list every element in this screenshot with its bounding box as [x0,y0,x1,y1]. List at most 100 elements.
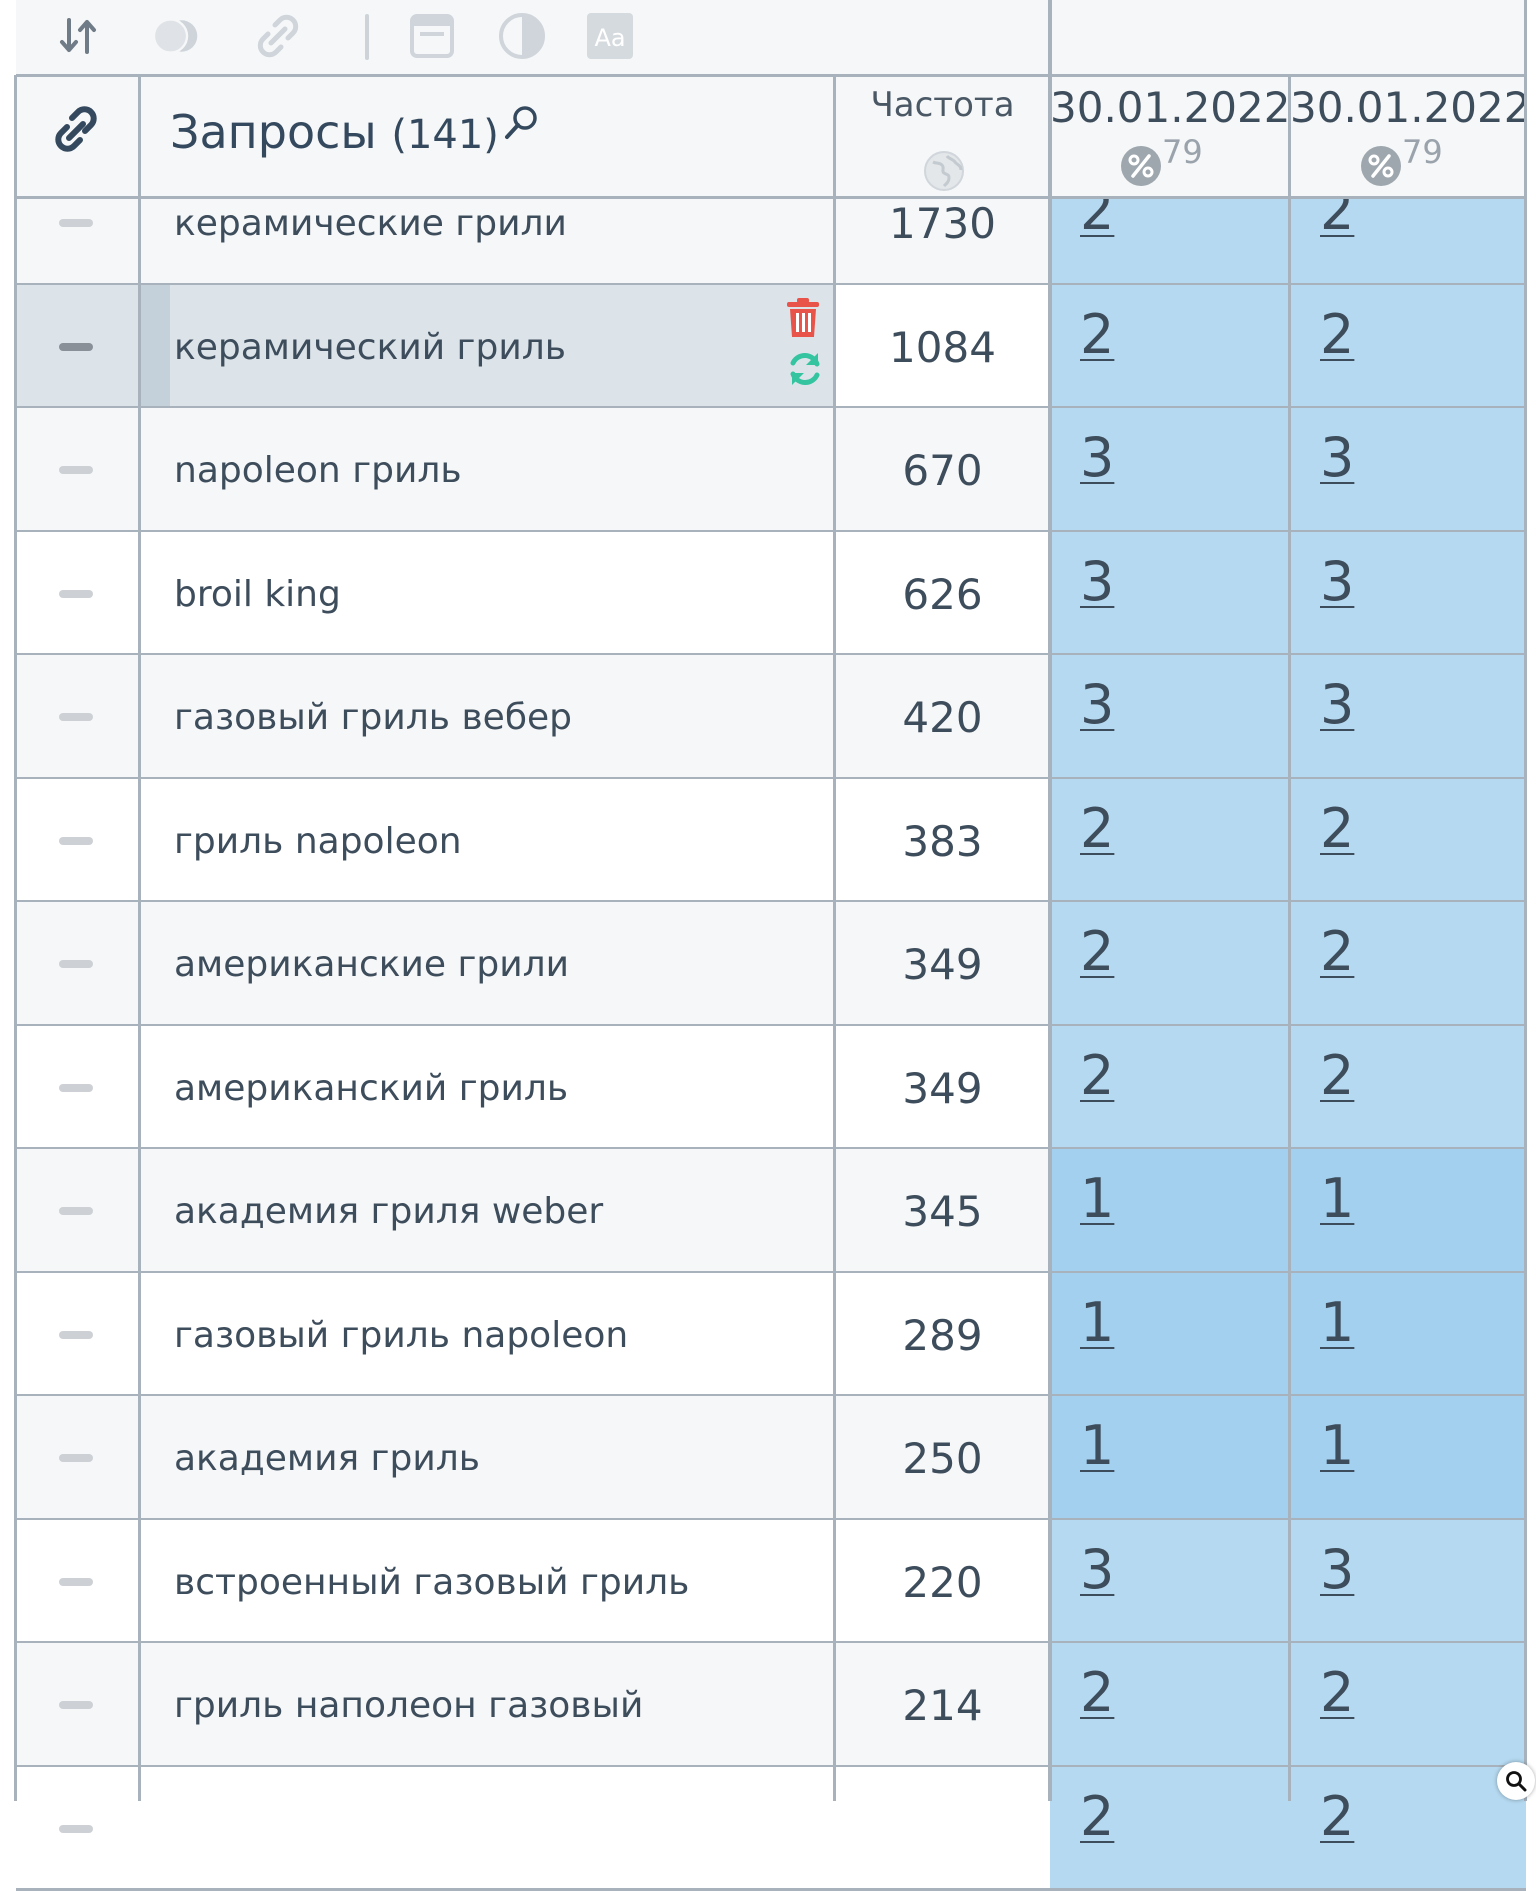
position-link[interactable]: 1 [1080,1414,1115,1477]
minus-icon[interactable] [59,1084,93,1092]
minus-icon[interactable] [59,466,93,474]
position-link[interactable]: 2 [1320,1044,1355,1107]
toggle-circles-icon[interactable] [150,10,202,62]
header-link-column[interactable] [16,75,140,198]
position-link[interactable]: 2 [1320,797,1355,860]
row-link-cell[interactable] [16,408,140,532]
position-link[interactable]: 3 [1320,426,1355,489]
position-link[interactable]: 3 [1320,550,1355,613]
position-link[interactable]: 3 [1080,426,1115,489]
minus-icon[interactable] [59,960,93,968]
minus-icon[interactable] [59,343,93,351]
query-cell[interactable]: газовый гриль napoleon [140,1273,835,1397]
query-cell[interactable]: американские грили [140,902,835,1026]
position-link[interactable]: 3 [1080,550,1115,613]
position-link[interactable]: 1 [1320,1414,1355,1477]
zoom-button[interactable] [1497,1762,1535,1800]
position-link[interactable]: 2 [1080,797,1115,860]
table-row[interactable]: академия гриль 250 1 1 [16,1396,1526,1520]
trash-icon[interactable] [785,297,821,343]
table-row[interactable]: napoleon гриль 670 3 3 [16,408,1526,532]
table-row[interactable]: газовый гриль вебер 420 3 3 [16,655,1526,779]
window-icon[interactable] [406,10,458,62]
minus-icon[interactable] [59,219,93,227]
query-cell[interactable]: академия гриля weber [140,1149,835,1273]
header-date-column-1[interactable]: 30.01.2022 79 [1050,75,1290,198]
position-link[interactable]: 3 [1080,1538,1115,1601]
position-link[interactable]: 1 [1320,1167,1355,1230]
header-frequency-column[interactable]: Частота [835,75,1050,198]
row-link-cell[interactable] [16,1767,140,1891]
query-cell[interactable]: академия гриль [140,1396,835,1520]
position-link[interactable]: 1 [1080,1291,1115,1354]
row-link-cell[interactable] [16,1273,140,1397]
queries-count: (141) [391,112,499,158]
query-text: американские грили [174,943,570,985]
table-row[interactable]: керамический гриль 1084 2 2 [16,285,1526,409]
position-cell-2: 1 [1290,1273,1526,1397]
position-link[interactable]: 2 [1080,1044,1115,1107]
font-size-icon[interactable]: Aa [584,10,636,62]
table-row[interactable]: американский гриль 349 2 2 [16,1026,1526,1150]
row-link-cell[interactable] [16,1643,140,1767]
table-row[interactable]: встроенный газовый гриль 220 3 3 [16,1520,1526,1644]
row-link-cell[interactable] [16,779,140,903]
row-link-cell[interactable] [16,902,140,1026]
link-icon[interactable] [252,10,304,62]
minus-icon[interactable] [59,837,93,845]
position-link[interactable]: 2 [1320,303,1355,366]
minus-icon[interactable] [59,713,93,721]
row-link-cell[interactable] [16,532,140,656]
search-icon[interactable] [502,103,542,147]
minus-icon[interactable] [59,1578,93,1586]
position-link[interactable]: 3 [1320,673,1355,736]
position-link[interactable]: 2 [1320,1661,1355,1724]
query-cell[interactable]: broil king [140,532,835,656]
position-link[interactable]: 2 [1080,303,1115,366]
position-cell-2: 2 [1290,902,1526,1026]
row-link-cell[interactable] [16,1520,140,1644]
minus-icon[interactable] [59,1331,93,1339]
row-link-cell[interactable] [16,655,140,779]
table-row[interactable]: газовый гриль napoleon 289 1 1 [16,1273,1526,1397]
table-row[interactable]: академия гриля weber 345 1 1 [16,1149,1526,1273]
minus-icon[interactable] [59,1207,93,1215]
minus-icon[interactable] [59,590,93,598]
chain-link-icon [52,103,100,159]
table-row[interactable]: broil king 626 3 3 [16,532,1526,656]
contrast-icon[interactable] [496,10,548,62]
query-cell[interactable]: газовый гриль вебер [140,655,835,779]
header-query-column[interactable]: Запросы (141) [140,75,835,198]
sort-icon[interactable] [52,10,104,62]
position-link[interactable]: 1 [1320,1291,1355,1354]
minus-icon[interactable] [59,1825,93,1833]
minus-icon[interactable] [59,1701,93,1709]
query-cell[interactable]: встроенный газовый гриль [140,1520,835,1644]
query-cell[interactable]: американский гриль [140,1026,835,1150]
row-link-cell[interactable] [16,1149,140,1273]
row-link-cell[interactable] [16,285,140,409]
query-cell[interactable]: гриль наполеон газовый [140,1643,835,1767]
position-link[interactable]: 3 [1320,1538,1355,1601]
position-link[interactable]: 1 [1080,1167,1115,1230]
row-link-cell[interactable] [16,1026,140,1150]
table-row[interactable]: гриль napoleon 383 2 2 [16,779,1526,903]
query-cell[interactable]: гриль napoleon [140,779,835,903]
header-date-column-2[interactable]: 30.01.2022 79 [1290,75,1530,198]
query-cell[interactable]: napoleon гриль [140,408,835,532]
refresh-icon[interactable] [785,349,825,393]
table-row[interactable]: американские грили 349 2 2 [16,902,1526,1026]
minus-icon[interactable] [59,1454,93,1462]
frequency-cell: 345 [835,1149,1050,1273]
query-cell[interactable] [140,1767,835,1891]
query-cell[interactable]: керамический гриль [140,285,835,409]
position-link[interactable]: 2 [1080,1785,1115,1848]
position-link[interactable]: 2 [1080,920,1115,983]
table-row[interactable]: гриль наполеон газовый 214 2 2 [16,1643,1526,1767]
position-link[interactable]: 2 [1320,1785,1355,1848]
row-link-cell[interactable] [16,1396,140,1520]
position-link[interactable]: 2 [1320,920,1355,983]
position-link[interactable]: 2 [1080,1661,1115,1724]
position-link[interactable]: 3 [1080,673,1115,736]
